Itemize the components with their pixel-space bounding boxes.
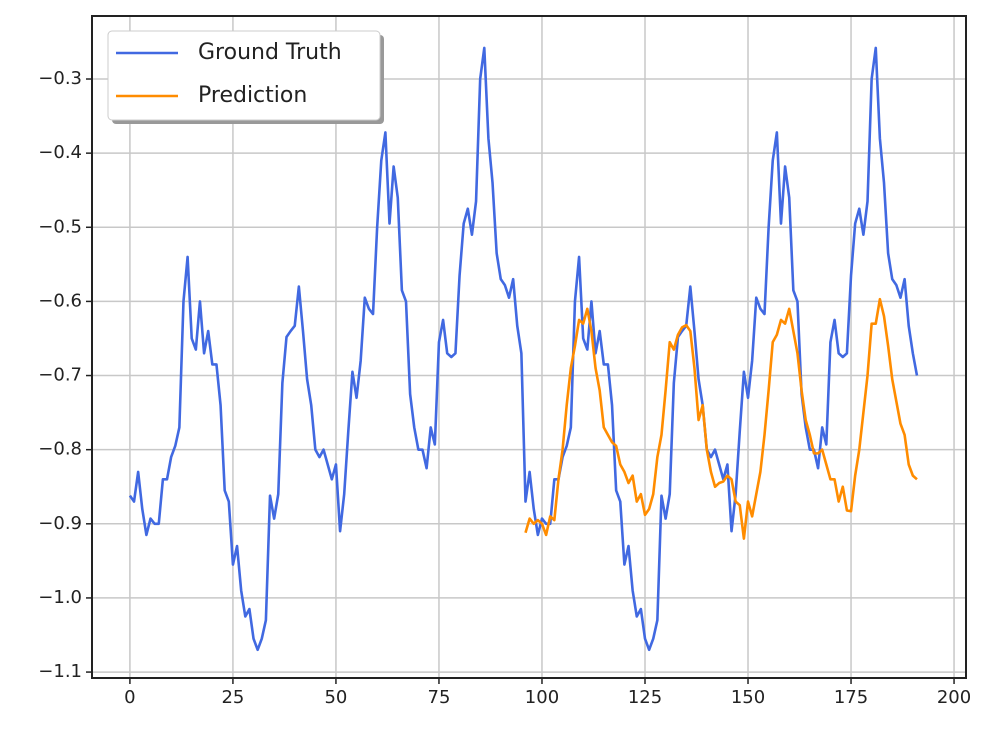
series-line — [524, 297, 918, 540]
y-tick-label: −0.4 — [38, 142, 82, 163]
y-tick-label: −0.3 — [38, 68, 82, 89]
x-tick-label: 0 — [124, 687, 135, 708]
y-tick-label: −0.9 — [38, 513, 82, 534]
x-tick-label: 50 — [324, 687, 347, 708]
y-tick-label: −1.1 — [38, 661, 82, 682]
x-tick-label: 75 — [428, 687, 451, 708]
x-tick-label: 200 — [937, 687, 971, 708]
y-tick-label: −0.5 — [38, 216, 82, 237]
y-tick-label: −1.0 — [38, 587, 82, 608]
series-line — [128, 46, 919, 652]
legend: Ground Truth Prediction — [107, 30, 384, 124]
legend-label: Ground Truth — [198, 40, 342, 65]
legend-label: Prediction — [198, 83, 307, 108]
x-tick-label: 100 — [525, 687, 559, 708]
x-tick-label: 25 — [221, 687, 244, 708]
x-tick-label: 150 — [731, 687, 765, 708]
y-tick-label: −0.7 — [38, 365, 82, 386]
x-tick-label: 125 — [628, 687, 662, 708]
y-tick-label: −0.6 — [38, 290, 82, 311]
plot-frame — [91, 15, 967, 679]
x-tick-label: 175 — [834, 687, 868, 708]
y-tick-label: −0.8 — [38, 439, 82, 460]
